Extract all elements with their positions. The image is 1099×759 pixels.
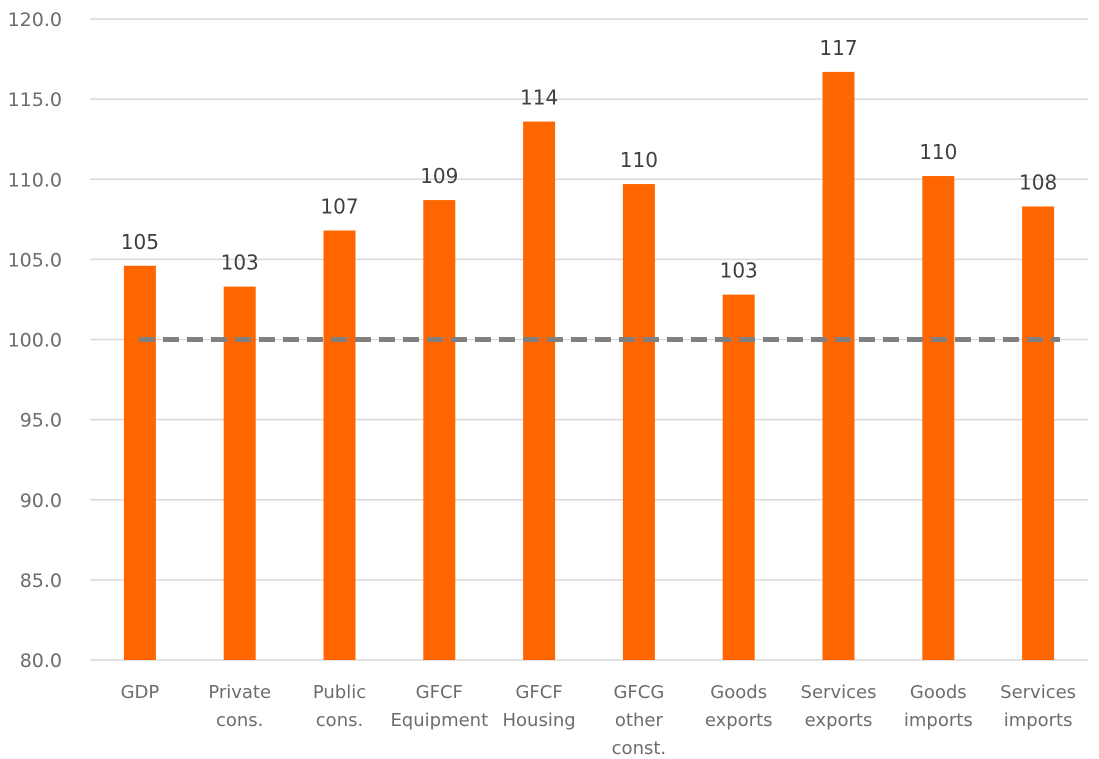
category-label-line: other <box>615 710 664 731</box>
x-axis-category-labels: GDP Privatecons.Publiccons.GFCFEquipmentG… <box>121 682 1076 759</box>
data-label: 109 <box>420 164 458 188</box>
y-tick-label: 90.0 <box>20 490 62 512</box>
category-label-line: Public <box>313 682 366 703</box>
category-label-line: GDP <box>121 682 160 703</box>
y-tick-label: 95.0 <box>20 410 62 432</box>
category-label: Services exports <box>801 682 877 731</box>
bar <box>323 230 356 660</box>
category-label-line: imports <box>1004 710 1073 731</box>
bars <box>123 71 1055 661</box>
category-label: Goods exports <box>705 682 773 731</box>
y-tick-label: 85.0 <box>20 570 62 592</box>
data-label: 105 <box>121 230 159 254</box>
y-tick-label: 100.0 <box>8 330 62 352</box>
data-label: 103 <box>221 251 259 275</box>
bar <box>223 286 256 660</box>
category-label-line: Private <box>208 682 271 703</box>
y-tick-label: 80.0 <box>20 650 62 672</box>
bar <box>123 265 156 660</box>
category-label-line: exports <box>805 710 873 731</box>
data-label: 117 <box>819 36 857 60</box>
category-label-line: Goods <box>910 682 967 703</box>
category-label: Goods imports <box>904 682 973 731</box>
category-label-line: GFCG <box>613 682 664 703</box>
bar <box>922 176 955 661</box>
category-label-line: Services <box>801 682 877 703</box>
gridlines <box>90 18 1088 661</box>
bar <box>523 121 556 660</box>
data-labels: 105 103 107 109 114 110 103 117 110 108 <box>121 36 1057 283</box>
category-label-line: Equipment <box>390 710 488 731</box>
bar <box>622 184 655 660</box>
category-label-line: const. <box>612 738 666 759</box>
category-label-line: Services <box>1000 682 1076 703</box>
y-tick-label: 115.0 <box>8 89 62 111</box>
category-label-line: Goods <box>710 682 767 703</box>
category-label-line: GFCF <box>416 682 463 703</box>
y-tick-label: 120.0 <box>8 9 62 31</box>
bar <box>1022 206 1055 660</box>
category-label: GFCF Housing <box>503 682 576 731</box>
data-label: 108 <box>1019 170 1057 194</box>
category-label: Private cons. <box>208 682 271 731</box>
y-tick-label: 105.0 <box>8 249 62 271</box>
bar <box>722 294 755 660</box>
data-label: 110 <box>620 148 658 172</box>
category-label-line: Housing <box>503 710 576 731</box>
data-label: 110 <box>919 140 957 164</box>
data-label: 114 <box>520 86 558 110</box>
category-label-line: imports <box>904 710 973 731</box>
y-tick-label: 110.0 <box>8 169 62 191</box>
data-label: 103 <box>720 259 758 283</box>
category-label-line: GFCF <box>515 682 562 703</box>
category-label-line: exports <box>705 710 773 731</box>
category-label: Public cons. <box>313 682 366 731</box>
bar <box>423 200 456 660</box>
category-label: GFCG other const. <box>612 682 666 759</box>
category-label-line: cons. <box>316 710 363 731</box>
category-label: Services imports <box>1000 682 1076 731</box>
y-axis-tick-labels: 80.0 85.0 90.0 95.0 100.0 105.0 110.0 115.0 120.… <box>8 9 62 672</box>
category-label: GFCF Equipment <box>390 682 488 731</box>
category-label: GDP <box>121 682 160 703</box>
data-label: 107 <box>320 195 358 219</box>
bar <box>822 71 855 660</box>
category-label-line: cons. <box>216 710 263 731</box>
